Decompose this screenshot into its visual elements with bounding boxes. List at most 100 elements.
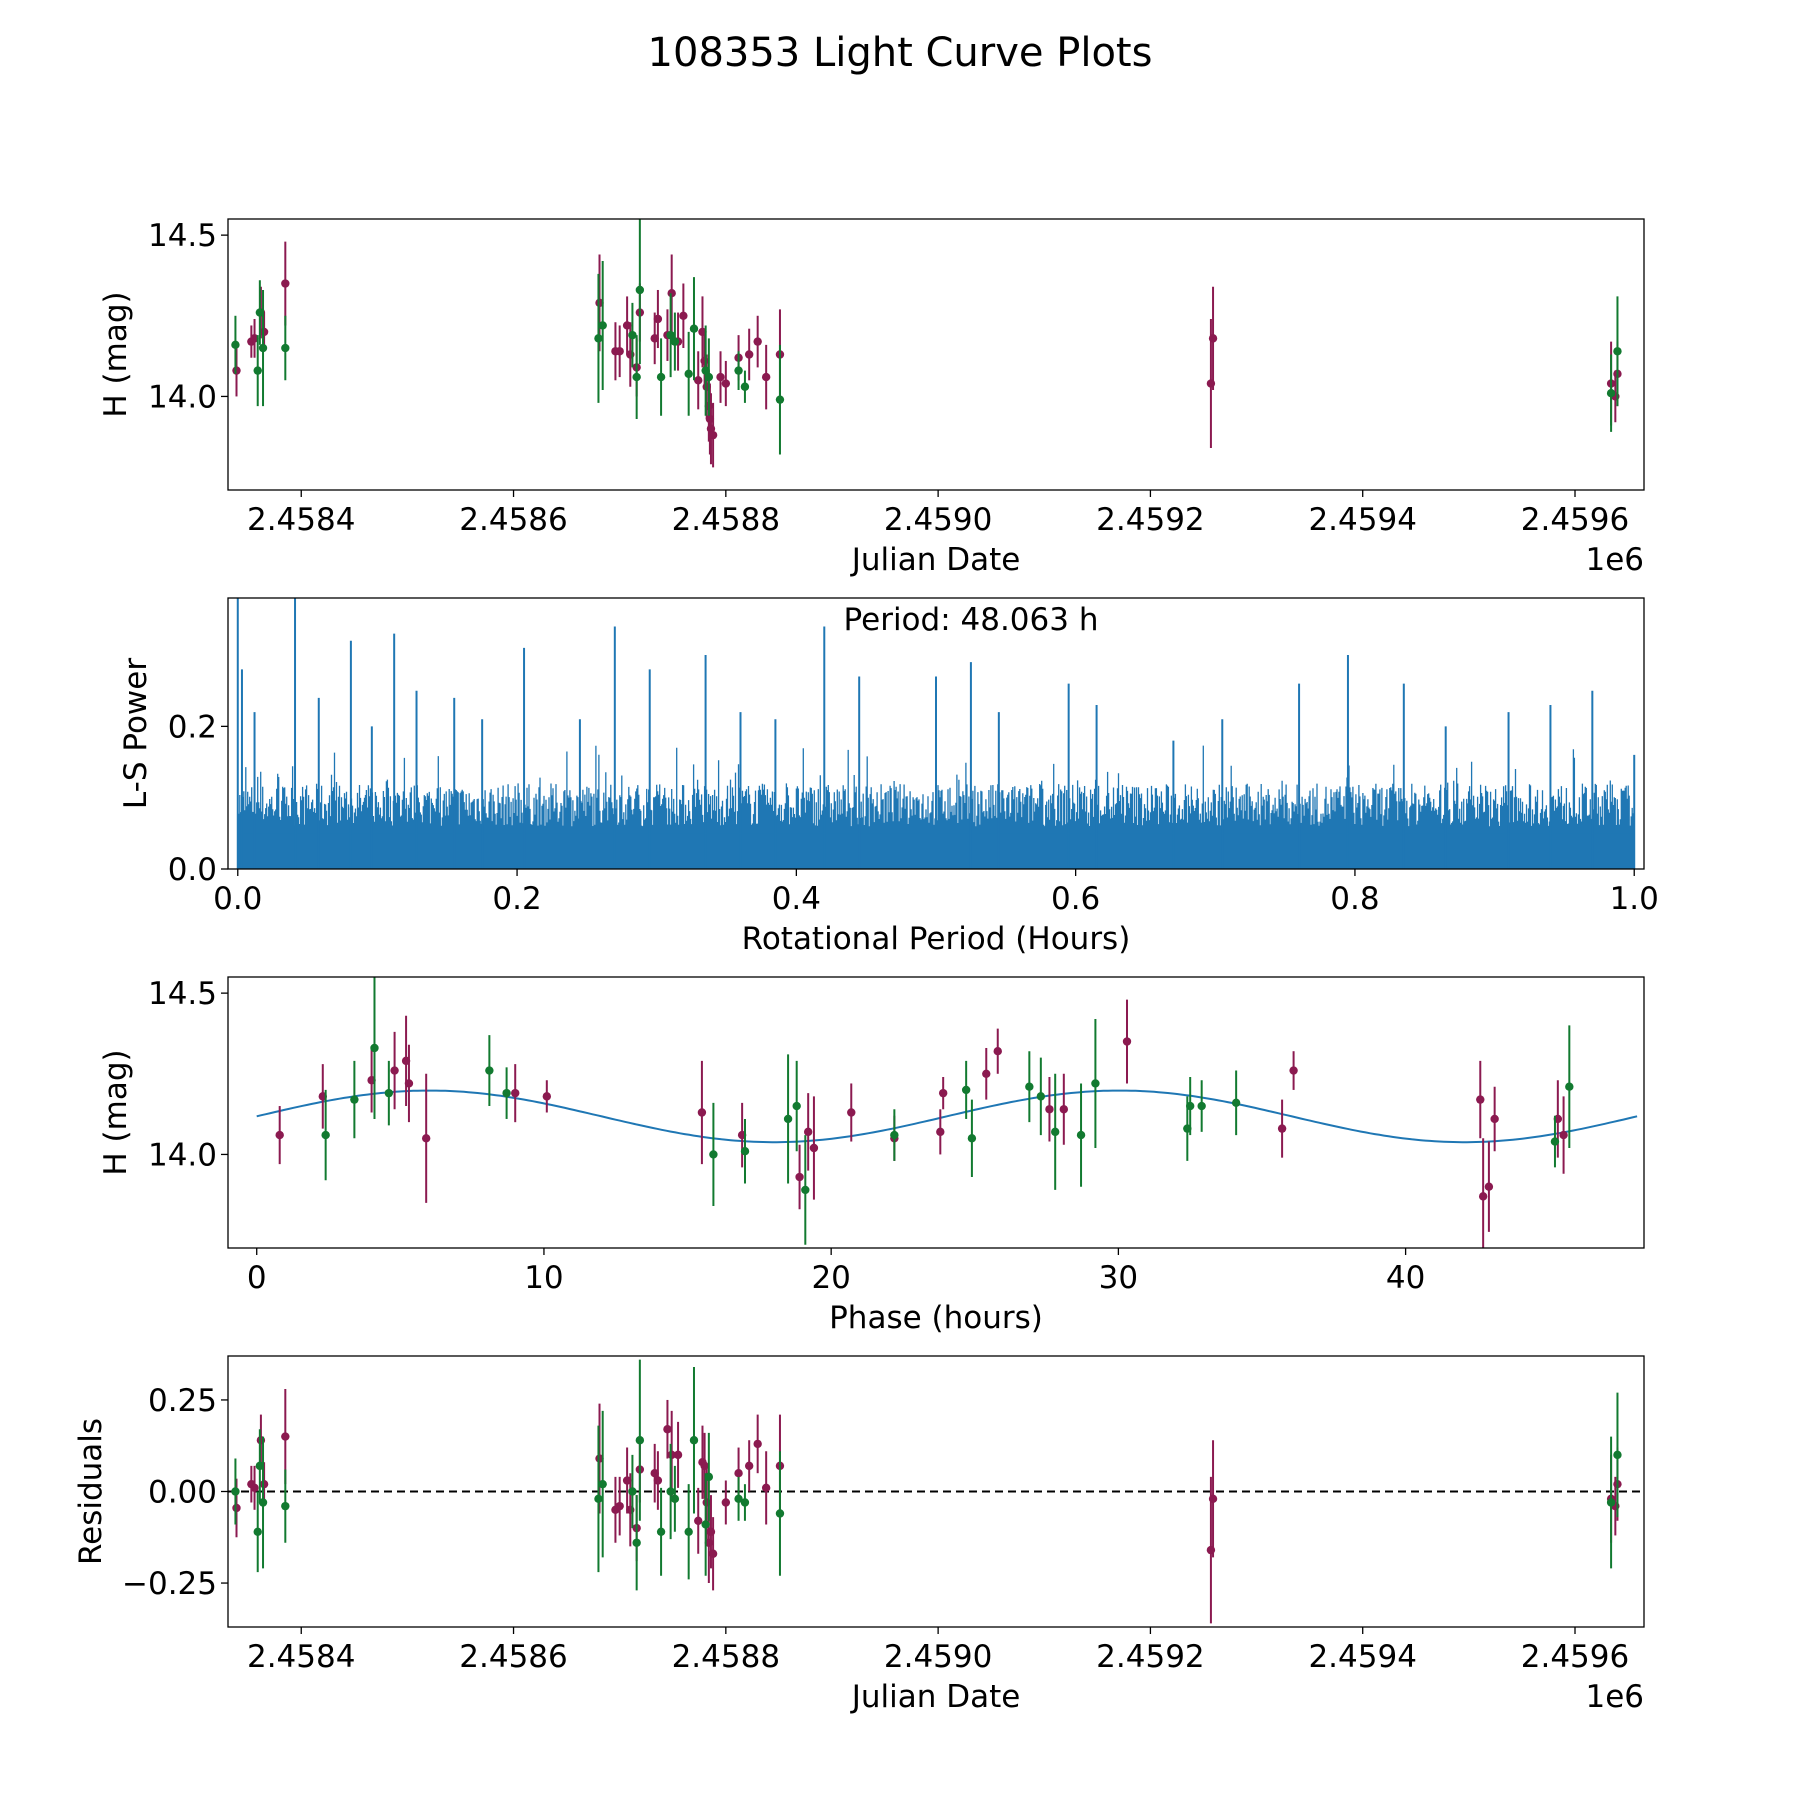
data-point [628,330,637,340]
panel-residuals: 2.4584 2.4586 2.4588 2.4590 2.4592 2.4594 2.45… [73,1355,1645,1715]
plot-area [231,219,1622,468]
data-point [684,1527,693,1536]
data-point [404,1079,414,1088]
data-point [542,1092,552,1101]
data-point [321,1130,330,1140]
data-point [253,366,262,375]
data-point [694,1516,703,1525]
data-point [689,1436,699,1445]
data-point [622,1476,632,1485]
data-point [1476,1095,1485,1104]
data-point [258,343,268,353]
data-point [795,1172,804,1182]
x-tick-label: 2.4590 [884,502,992,538]
data-point [232,366,241,375]
data-point [961,1085,971,1095]
y-tick-label: 14.5 [148,218,217,254]
x-axis-label: Phase (hours) [829,1300,1043,1336]
data-point [679,311,688,320]
data-point [740,1498,750,1507]
data-point [666,1487,675,1496]
data-point [697,1108,707,1117]
y-tick-label: 14.5 [148,976,217,1012]
data-point [1045,1105,1054,1114]
y-tick-label: 0.00 [148,1475,217,1511]
y-tick-label: −0.25 [122,1566,217,1602]
data-point [594,1494,603,1504]
data-point [615,1501,624,1511]
data-point [740,382,750,391]
data-point [511,1088,520,1098]
x-tick-label: 20 [811,1260,850,1296]
x-tick-label: 2.4586 [459,502,567,538]
y-axis-label: Residuals [73,1418,109,1565]
data-point [281,343,290,353]
data-point [231,1487,240,1496]
x-tick-label: 30 [1099,1260,1138,1296]
data-point [1559,1130,1568,1140]
data-point [653,314,663,324]
data-point [255,1461,265,1471]
x-tick-label: 2.4590 [884,1639,992,1675]
x-tick-label: 2.4584 [247,1639,355,1675]
panel-phased: 0 10 20 30 40 14.0 14.5 Phase (hours) H (mag) [98,976,1645,1336]
data-point [656,1527,666,1536]
data-point [595,1454,604,1463]
plot-area [256,977,1638,1248]
y-axis-label: H (mag) [98,1049,134,1175]
data-point [1484,1182,1494,1191]
axes-frame [227,597,1645,870]
x-tick-label: 1.0 [1610,881,1659,917]
data-point [761,372,771,382]
x-tick-label: 0.4 [772,881,821,917]
x-axis-label: Rotational Period (Hours) [742,921,1131,957]
data-point [761,1483,771,1493]
data-point [708,430,718,440]
x-tick-label: 0.6 [1051,881,1100,917]
x-offset-label: 1e6 [1585,542,1644,578]
x-tick-label: 2.4594 [1308,502,1416,538]
data-point [1613,347,1622,356]
x-tick-label: 0.2 [492,881,541,917]
x-axis-label: Julian Date [850,542,1021,578]
data-point [740,1147,750,1156]
period-annotation: Period: 48.063 h [844,602,1099,638]
data-point [622,321,632,330]
data-point [259,1479,269,1489]
axes-frame [227,218,1645,491]
x-tick-label: 2.4596 [1521,1639,1629,1675]
data-point [635,285,645,295]
data-point [259,327,269,337]
data-point [775,1509,785,1518]
x-axis-label: Julian Date [850,1679,1021,1715]
data-point [993,1047,1002,1056]
y-tick-label: 14.0 [148,379,217,415]
x-tick-label: 2.4592 [1096,502,1204,538]
data-point [694,376,703,385]
data-point [632,372,641,382]
data-point [663,1425,672,1434]
data-point [1606,389,1616,398]
data-point [1122,1037,1132,1046]
data-point [666,330,675,340]
data-point [1208,1494,1218,1504]
axes-frame [227,976,1645,1249]
data-point [792,1101,801,1111]
data-point [701,1520,710,1529]
x-tick-label: 2.4584 [247,502,355,538]
data-point [775,395,785,404]
data-point [258,1498,268,1507]
data-point [632,1538,641,1547]
x-tick-label: 2.4586 [459,1639,567,1675]
data-point [502,1088,511,1098]
data-point [250,1483,259,1493]
x-tick-label: 40 [1386,1260,1425,1296]
data-point [1025,1082,1034,1091]
data-point [744,1461,754,1471]
data-point [1613,1450,1622,1460]
data-point [1550,1137,1560,1146]
data-point [1036,1092,1046,1101]
data-point [628,1487,637,1496]
data-point [684,369,693,379]
y-axis-label: L-S Power [118,658,154,809]
